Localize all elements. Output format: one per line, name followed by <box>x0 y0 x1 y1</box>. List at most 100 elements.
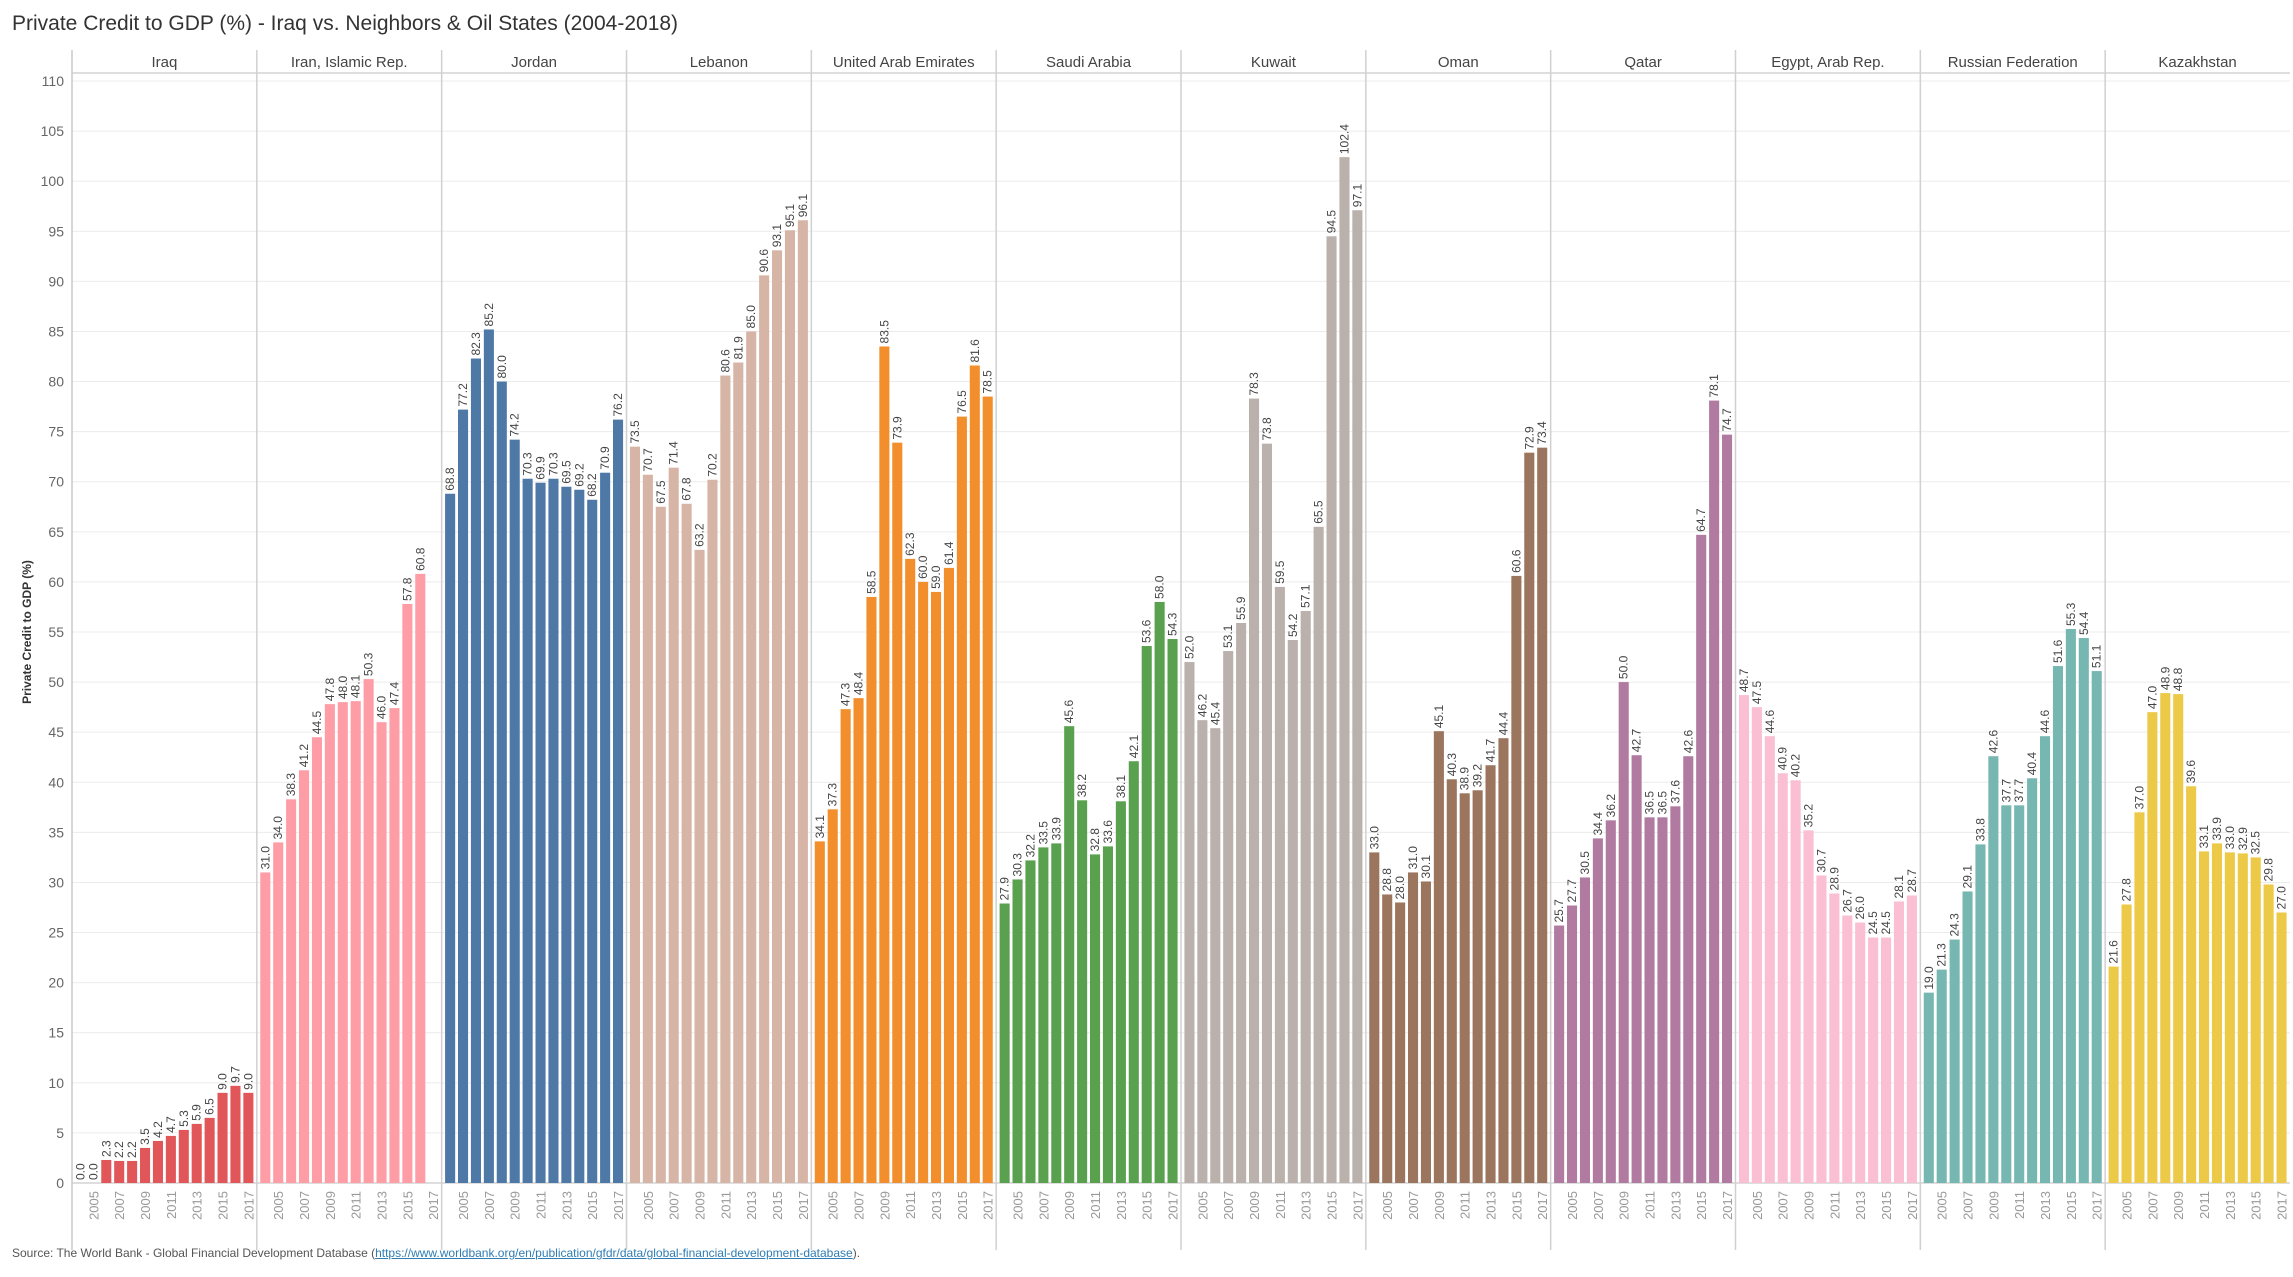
bar[interactable] <box>1408 872 1419 1183</box>
bar[interactable] <box>1790 780 1801 1183</box>
bar[interactable] <box>1077 800 1088 1183</box>
bar[interactable] <box>1670 806 1681 1183</box>
bar[interactable] <box>1751 707 1762 1183</box>
bar[interactable] <box>1579 877 1590 1183</box>
bar[interactable] <box>1352 210 1363 1183</box>
bar[interactable] <box>1816 875 1827 1183</box>
bar[interactable] <box>1657 817 1668 1183</box>
bar[interactable] <box>694 549 705 1183</box>
bar[interactable] <box>587 499 598 1183</box>
bar[interactable] <box>260 872 271 1183</box>
bar[interactable] <box>797 220 808 1183</box>
bar[interactable] <box>2263 884 2274 1183</box>
bar[interactable] <box>642 474 653 1183</box>
bar[interactable] <box>1975 844 1986 1183</box>
bar[interactable] <box>402 603 413 1183</box>
bar[interactable] <box>324 704 335 1183</box>
bar[interactable] <box>2147 712 2158 1183</box>
bar[interactable] <box>273 842 284 1183</box>
bar[interactable] <box>982 396 993 1183</box>
bar[interactable] <box>905 558 916 1183</box>
bar[interactable] <box>746 331 757 1183</box>
bar[interactable] <box>389 708 400 1183</box>
bar[interactable] <box>350 701 361 1183</box>
bar[interactable] <box>772 250 783 1184</box>
bar[interactable] <box>230 1085 241 1183</box>
bar[interactable] <box>458 409 469 1183</box>
bar[interactable] <box>1141 646 1152 1183</box>
bar[interactable] <box>1923 992 1934 1183</box>
bar[interactable] <box>522 478 533 1184</box>
bar[interactable] <box>720 375 731 1183</box>
bar[interactable] <box>191 1123 202 1183</box>
bar[interactable] <box>1300 610 1311 1183</box>
bar[interactable] <box>114 1160 125 1183</box>
bar[interactable] <box>1197 720 1208 1183</box>
bar[interactable] <box>1881 937 1892 1183</box>
bar[interactable] <box>1038 847 1049 1183</box>
bar[interactable] <box>969 365 980 1183</box>
bar[interactable] <box>1051 843 1062 1183</box>
bar[interactable] <box>2040 736 2051 1183</box>
bar[interactable] <box>2186 786 2197 1183</box>
bar[interactable] <box>1644 817 1655 1183</box>
bar[interactable] <box>1803 830 1814 1183</box>
bar[interactable] <box>1777 773 1788 1183</box>
bar[interactable] <box>1236 622 1247 1183</box>
bar[interactable] <box>1631 755 1642 1183</box>
bar[interactable] <box>840 709 851 1183</box>
bar[interactable] <box>866 596 877 1183</box>
bar[interactable] <box>892 442 903 1183</box>
bar[interactable] <box>1128 761 1139 1183</box>
bar[interactable] <box>1274 586 1285 1183</box>
bar[interactable] <box>2250 857 2261 1183</box>
bar[interactable] <box>1949 939 1960 1183</box>
bar[interactable] <box>1554 925 1565 1183</box>
bar[interactable] <box>2121 904 2132 1183</box>
bar[interactable] <box>668 467 679 1184</box>
bar[interactable] <box>2224 852 2235 1183</box>
bar[interactable] <box>337 702 348 1183</box>
bar[interactable] <box>1395 902 1406 1183</box>
bar[interactable] <box>681 503 692 1183</box>
bar[interactable] <box>127 1160 138 1183</box>
bar[interactable] <box>1696 534 1707 1183</box>
bar[interactable] <box>1064 726 1075 1183</box>
bar[interactable] <box>311 737 322 1183</box>
bar[interactable] <box>1012 879 1023 1183</box>
bar[interactable] <box>1709 400 1720 1184</box>
bar[interactable] <box>1090 854 1101 1183</box>
bar[interactable] <box>1102 846 1113 1183</box>
bar[interactable] <box>152 1140 163 1183</box>
bar[interactable] <box>1025 860 1036 1183</box>
bar[interactable] <box>931 591 942 1183</box>
bar[interactable] <box>1433 731 1444 1183</box>
bar[interactable] <box>445 493 456 1183</box>
bar[interactable] <box>600 472 611 1183</box>
bar[interactable] <box>1369 852 1380 1183</box>
bar[interactable] <box>853 698 864 1183</box>
bar[interactable] <box>483 329 494 1183</box>
bar[interactable] <box>204 1117 215 1183</box>
bar[interactable] <box>759 275 770 1183</box>
bar[interactable] <box>101 1159 112 1183</box>
bar[interactable] <box>574 489 585 1183</box>
bar[interactable] <box>1936 969 1947 1183</box>
bar[interactable] <box>2001 805 2012 1183</box>
bar[interactable] <box>707 479 718 1183</box>
bar[interactable] <box>655 506 666 1184</box>
bar[interactable] <box>1722 434 1733 1183</box>
bar[interactable] <box>1446 779 1457 1183</box>
bar[interactable] <box>2027 778 2038 1183</box>
bar[interactable] <box>2052 666 2063 1183</box>
bar[interactable] <box>784 230 795 1184</box>
bar[interactable] <box>1167 639 1178 1183</box>
bar[interactable] <box>140 1147 151 1183</box>
bar[interactable] <box>2065 628 2076 1183</box>
bar[interactable] <box>1472 790 1483 1183</box>
bar[interactable] <box>2134 812 2145 1183</box>
bar[interactable] <box>470 358 481 1183</box>
bar[interactable] <box>2160 693 2171 1183</box>
bar[interactable] <box>613 419 624 1184</box>
bar[interactable] <box>1223 651 1234 1183</box>
